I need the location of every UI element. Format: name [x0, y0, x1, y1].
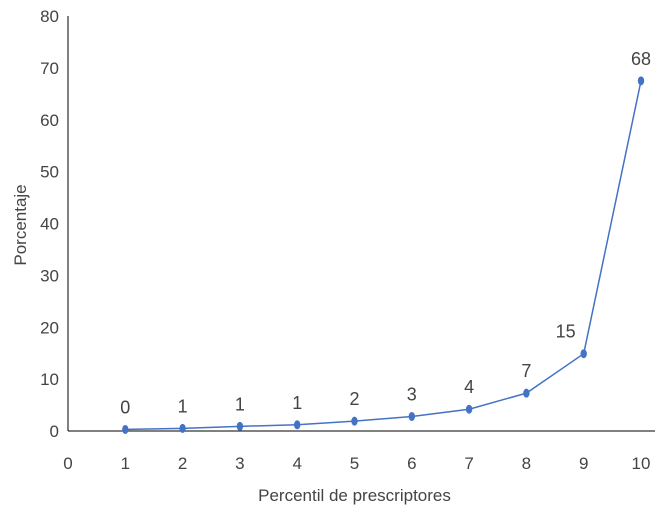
y-tick-label: 60: [40, 111, 59, 130]
data-label: 7: [521, 361, 531, 381]
data-point: [523, 388, 530, 398]
data-label: 1: [292, 393, 302, 413]
x-tick-label: 1: [121, 454, 130, 473]
x-tick-label: 4: [292, 454, 301, 473]
data-label: 1: [235, 394, 245, 414]
x-tick-label: 8: [522, 454, 531, 473]
data-label: 15: [556, 322, 576, 342]
data-point: [580, 349, 587, 359]
y-tick-label: 0: [50, 422, 59, 441]
data-label: 68: [631, 49, 651, 69]
x-axis-title: Percentil de prescriptores: [258, 486, 451, 505]
x-tick-label: 3: [235, 454, 244, 473]
data-point: [637, 76, 645, 86]
data-point: [465, 404, 473, 414]
y-axis-title: Porcentaje: [11, 184, 30, 265]
x-tick-label: 9: [579, 454, 588, 473]
x-tick-label: 6: [407, 454, 416, 473]
data-point: [408, 411, 415, 421]
y-tick-label: 20: [40, 318, 59, 337]
data-label: 1: [178, 396, 188, 416]
y-tick-label: 80: [40, 7, 59, 26]
data-point: [294, 420, 301, 430]
y-tick-label: 10: [40, 370, 59, 389]
data-label: 3: [407, 384, 417, 404]
y-tick-label: 30: [40, 266, 59, 285]
y-tick-label: 70: [40, 59, 59, 78]
x-tick-label: 0: [63, 454, 72, 473]
x-tick-label: 2: [178, 454, 187, 473]
data-point: [351, 416, 358, 426]
data-label: 0: [120, 397, 130, 417]
x-tick-label: 7: [464, 454, 473, 473]
y-tick-label: 50: [40, 163, 59, 182]
x-tick-label: 5: [350, 454, 359, 473]
y-tick-label: 40: [40, 215, 59, 234]
data-label: 4: [464, 377, 474, 397]
series-line: [125, 80, 642, 431]
data-point: [122, 424, 129, 434]
data-point: [179, 423, 186, 433]
x-tick-label: 10: [632, 454, 651, 473]
data-point: [236, 421, 244, 431]
data-label: 2: [349, 389, 359, 409]
